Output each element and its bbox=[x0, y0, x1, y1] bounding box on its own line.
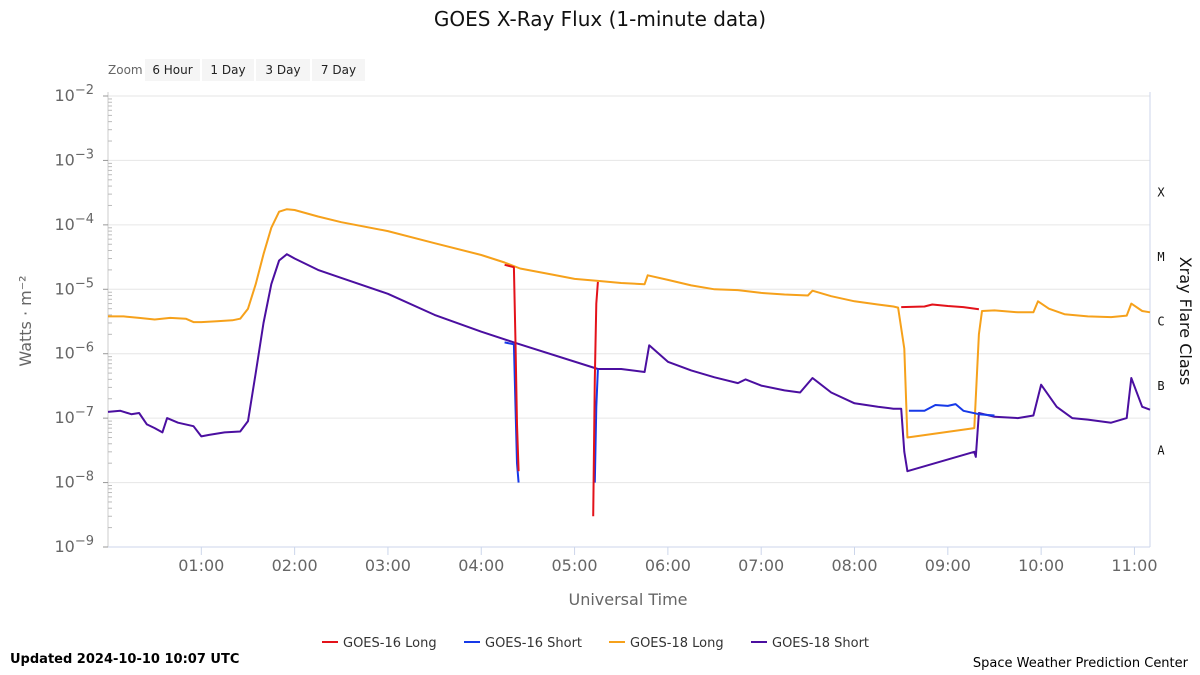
zoom-1-day-label: 1 Day bbox=[210, 63, 245, 77]
zoom-3-day-button[interactable]: 3 Day bbox=[256, 59, 310, 81]
x-tick-label: 11:00 bbox=[1111, 556, 1157, 575]
zoom-7-day-button[interactable]: 7 Day bbox=[312, 59, 365, 81]
flare-class-label: B bbox=[1157, 379, 1164, 393]
y-tick-label: 10−7 bbox=[54, 405, 94, 427]
y-tick-label: 10−3 bbox=[54, 147, 94, 169]
series-line-goes-16-long bbox=[504, 263, 980, 517]
y-axis-label: Watts · m⁻² bbox=[16, 275, 35, 366]
legend-label: GOES-18 Short bbox=[772, 636, 869, 651]
zoom-7-day-label: 7 Day bbox=[321, 63, 356, 77]
flare-class-label: M bbox=[1157, 250, 1164, 264]
credit-text: Space Weather Prediction Center bbox=[972, 656, 1188, 671]
y-axis-ticks: 10−2 10−3 10−4 10−5 10−6 10−7 10−8 10−9 bbox=[54, 83, 112, 556]
x-tick-label: 02:00 bbox=[272, 556, 318, 575]
legend-label: GOES-18 Long bbox=[630, 636, 724, 651]
y-tick-label: 10−5 bbox=[54, 276, 94, 298]
x-axis-ticks: 01:00 02:00 03:00 04:00 05:00 06:00 07:00 08:00… bbox=[178, 547, 1158, 575]
series-line-goes-18-short bbox=[107, 253, 1151, 473]
legend: GOES-16 Long GOES-16 Short GOES-18 Long GOE… bbox=[322, 636, 869, 651]
series-line-goes-18-long bbox=[108, 208, 1151, 439]
x-tick-label: 06:00 bbox=[645, 556, 691, 575]
x-tick-label: 04:00 bbox=[458, 556, 504, 575]
chart-title: GOES X-Ray Flux (1-minute data) bbox=[434, 7, 766, 31]
flare-class-label: X bbox=[1157, 186, 1165, 200]
updated-timestamp: Updated 2024-10-10 10:07 UTC bbox=[10, 652, 240, 667]
y-tick-label: 10−6 bbox=[54, 341, 94, 363]
flare-class-labels: X M C B A bbox=[1157, 186, 1165, 458]
x-tick-label: 08:00 bbox=[831, 556, 877, 575]
x-tick-label: 07:00 bbox=[738, 556, 784, 575]
y-tick-label: 10−4 bbox=[54, 212, 94, 234]
zoom-3-day-label: 3 Day bbox=[265, 63, 300, 77]
x-tick-label: 01:00 bbox=[178, 556, 224, 575]
x-tick-label: 03:00 bbox=[365, 556, 411, 575]
legend-item-goes-16-short[interactable]: GOES-16 Short bbox=[464, 636, 582, 651]
y2-axis-label: Xray Flare Class bbox=[1176, 257, 1195, 386]
y-tick-label: 10−8 bbox=[54, 470, 94, 492]
zoom-1-day-button[interactable]: 1 Day bbox=[202, 59, 254, 81]
x-tick-label: 09:00 bbox=[925, 556, 971, 575]
flare-class-label: A bbox=[1157, 443, 1165, 457]
zoom-6-hour-label: 6 Hour bbox=[152, 63, 192, 77]
x-tick-label: 10:00 bbox=[1018, 556, 1064, 575]
series-line-goes-16-short bbox=[504, 341, 995, 483]
zoom-controls: Zoom 6 Hour 1 Day 3 Day 7 Day bbox=[108, 59, 365, 81]
x-tick-label: 05:00 bbox=[552, 556, 598, 575]
zoom-6-hour-button[interactable]: 6 Hour bbox=[145, 59, 200, 81]
data-series bbox=[107, 208, 1151, 517]
legend-item-goes-18-short[interactable]: GOES-18 Short bbox=[751, 636, 869, 651]
legend-item-goes-18-long[interactable]: GOES-18 Long bbox=[609, 636, 724, 651]
legend-item-goes-16-long[interactable]: GOES-16 Long bbox=[322, 636, 437, 651]
zoom-label: Zoom bbox=[108, 63, 143, 77]
x-axis-label: Universal Time bbox=[568, 590, 687, 609]
legend-label: GOES-16 Long bbox=[343, 636, 437, 651]
legend-label: GOES-16 Short bbox=[485, 636, 582, 651]
flare-class-label: C bbox=[1157, 315, 1164, 329]
y-tick-label: 10−2 bbox=[54, 83, 94, 105]
y-tick-label: 10−9 bbox=[54, 534, 94, 556]
axes bbox=[107, 92, 1151, 548]
